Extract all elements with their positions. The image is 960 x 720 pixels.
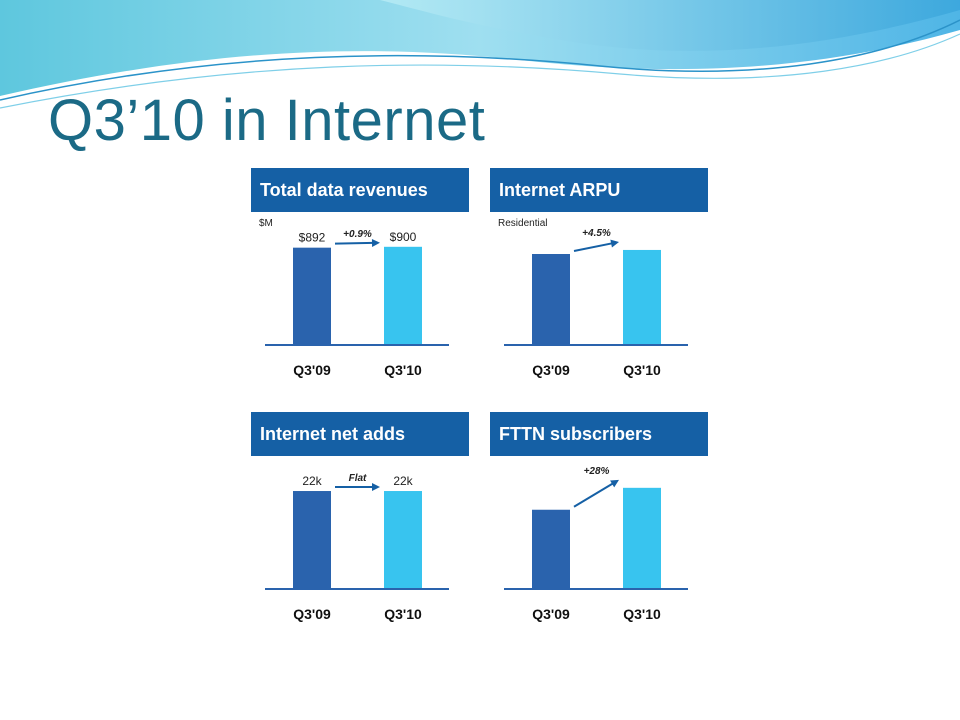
bar-0	[293, 247, 331, 344]
panel-title: FTTN subscribers	[490, 412, 708, 456]
panel-total-data-revenues: Total data revenues $M $892 Q3'09 $900 Q3'10…	[251, 168, 469, 384]
bar-1	[623, 487, 661, 588]
bar-1	[384, 246, 422, 344]
bar-0	[293, 491, 331, 588]
x-tick-label-0: Q3'09	[293, 362, 331, 378]
change-label: +0.9%	[343, 229, 372, 240]
change-label: +4.5%	[582, 228, 611, 239]
x-tick-label-1: Q3'10	[384, 606, 422, 622]
change-arrow-head	[610, 479, 619, 488]
x-tick-label-1: Q3'10	[623, 606, 661, 622]
unit-label: Residential	[498, 218, 547, 229]
data-label-0: 22k	[302, 474, 322, 488]
panel-internet-arpu: Internet ARPU Residential Q3'09 Q3'10 +4.5%	[490, 168, 708, 384]
chart-fttn-subscribers: Q3'09 Q3'10 +28%	[504, 466, 688, 622]
panel-title: Total data revenues	[251, 168, 469, 212]
header-wave-decoration	[0, 0, 960, 109]
bar-1	[623, 249, 661, 344]
change-arrow-head	[610, 239, 619, 248]
panel-title: Internet ARPU	[490, 168, 708, 212]
x-tick-label-0: Q3'09	[532, 362, 570, 378]
change-arrow-line	[334, 241, 374, 245]
panel-title: Internet net adds	[251, 412, 469, 456]
chart-total-data-revenues: $M $892 Q3'09 $900 Q3'10 +0.9%	[259, 218, 449, 378]
panel-fttn-subscribers: FTTN subscribers Q3'09 Q3'10 +28%	[490, 412, 708, 628]
bar-0	[532, 509, 570, 588]
change-label: Flat	[349, 473, 367, 484]
data-label-0: $892	[299, 231, 326, 245]
data-label-1: $900	[390, 230, 417, 244]
change-arrow-line	[573, 482, 614, 508]
x-tick-label-0: Q3'09	[532, 606, 570, 622]
x-tick-label-1: Q3'10	[384, 362, 422, 378]
unit-label: $M	[259, 218, 273, 229]
data-label-1: 22k	[393, 474, 413, 488]
bar-0	[532, 254, 570, 344]
chart-internet-arpu: Residential Q3'09 Q3'10 +4.5%	[498, 218, 688, 378]
change-arrow-line	[573, 242, 613, 252]
change-label: +28%	[584, 466, 610, 477]
x-tick-label-0: Q3'09	[293, 606, 331, 622]
slide-title: Q3’10 in Internet	[48, 88, 486, 153]
change-arrow-head	[372, 483, 380, 492]
chart-internet-net-adds: 22k Q3'09 22k Q3'10 Flat	[265, 473, 449, 622]
x-tick-label-1: Q3'10	[623, 362, 661, 378]
bar-1	[384, 491, 422, 588]
change-arrow-head	[371, 238, 380, 247]
panel-internet-net-adds: Internet net adds 22k Q3'09 22k Q3'10 Flat	[251, 412, 469, 628]
